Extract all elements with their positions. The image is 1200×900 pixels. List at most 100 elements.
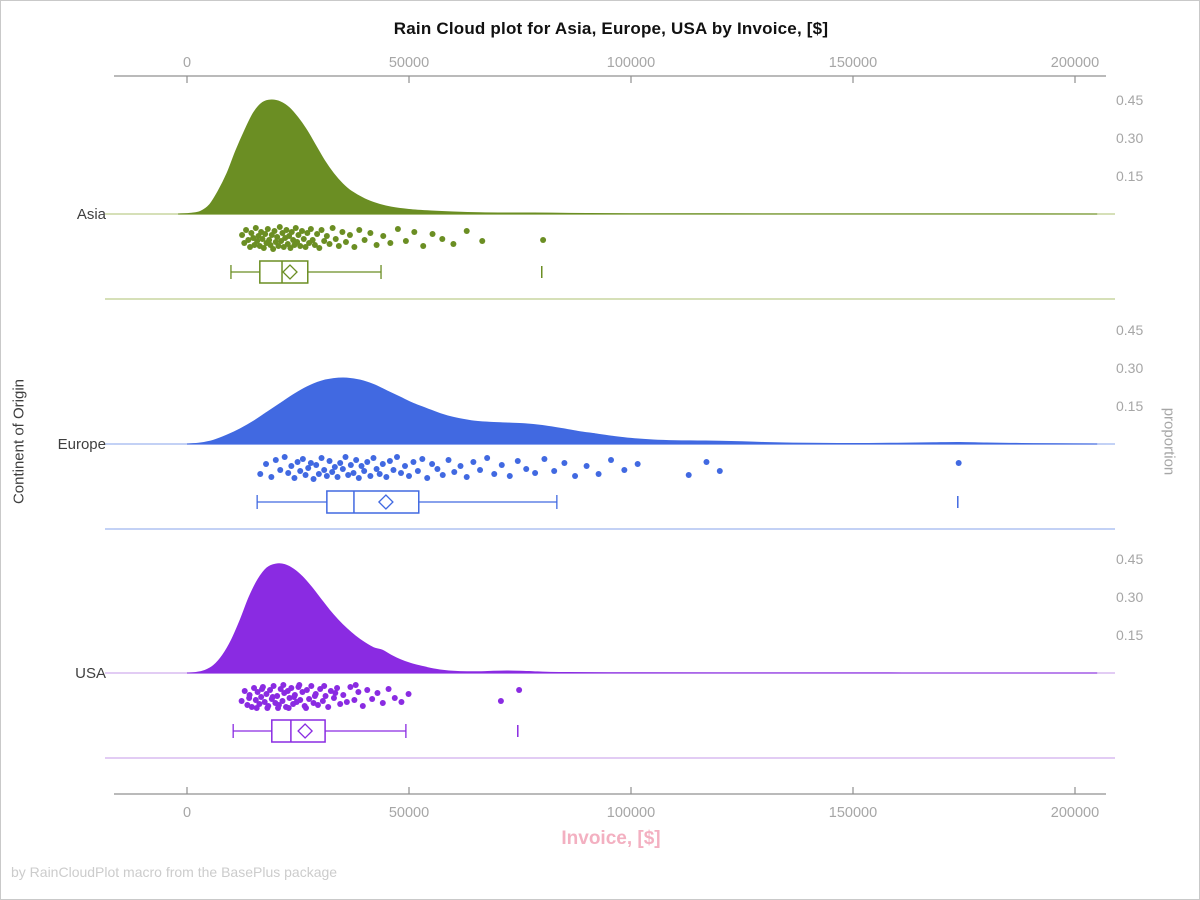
proportion-tick-label: 0.30: [1116, 360, 1143, 376]
rain-point: [296, 682, 303, 688]
rain-point: [312, 691, 319, 697]
rain-point: [340, 692, 347, 698]
category-label-usa: USA: [75, 665, 106, 682]
rain-point: [279, 698, 286, 704]
rain-point: [347, 684, 354, 690]
rain-point: [343, 699, 350, 705]
rain-point: [361, 468, 368, 474]
rain-point: [523, 466, 530, 472]
rain-point: [294, 459, 301, 465]
rain-point: [450, 241, 457, 247]
rain-point: [297, 697, 304, 703]
rain-point: [583, 463, 590, 469]
rain-point: [270, 246, 277, 252]
rain-point: [339, 466, 346, 472]
rain-point: [405, 691, 412, 697]
rain-point: [955, 460, 962, 466]
rain-point: [390, 467, 397, 473]
rain-point: [439, 472, 446, 478]
x-tick-label: 150000: [829, 805, 877, 821]
rain-point: [380, 233, 387, 239]
proportion-tick-label: 0.30: [1116, 130, 1143, 146]
rain-point: [359, 703, 366, 709]
rain-point: [298, 228, 305, 234]
rain-point: [685, 472, 692, 478]
rain-point: [406, 473, 412, 479]
rain-point: [331, 464, 338, 470]
rain-point: [419, 456, 426, 462]
rain-point: [373, 466, 380, 472]
rain-point: [318, 227, 325, 233]
rain-point: [334, 685, 341, 691]
rain-point: [335, 243, 342, 249]
rain-point: [309, 237, 316, 243]
rain-point: [445, 457, 452, 463]
rain-point: [259, 236, 266, 242]
rain-point: [329, 469, 336, 475]
rain-point: [337, 460, 344, 466]
rain-point: [411, 229, 418, 235]
rain-point: [463, 474, 470, 480]
rain-point: [257, 471, 264, 477]
rain-point: [291, 475, 298, 481]
proportion-tick-label: 0.45: [1116, 551, 1143, 567]
rain-point: [621, 467, 628, 473]
rain-point: [321, 238, 328, 244]
rain-point: [283, 227, 290, 233]
rain-point: [350, 470, 357, 476]
rain-point: [457, 463, 464, 469]
rain-point: [246, 692, 253, 698]
rain-point: [318, 455, 325, 461]
rain-point: [595, 471, 602, 477]
chart-title: Rain Cloud plot for Asia, Europe, USA by…: [393, 19, 829, 38]
rain-point: [316, 245, 323, 251]
rain-point: [369, 696, 376, 702]
proportion-tick-label: 0.30: [1116, 589, 1143, 605]
rain-point: [355, 689, 362, 695]
rain-point: [398, 470, 405, 476]
rain-point: [342, 239, 349, 245]
rain-point: [302, 705, 309, 711]
rain-point: [379, 461, 386, 467]
rain-point: [274, 693, 281, 699]
box-iqr: [326, 490, 420, 514]
rain-point: [330, 695, 337, 701]
rain-point: [265, 703, 272, 709]
mean-diamond: [297, 723, 314, 739]
rain-point: [275, 243, 282, 249]
x-axis-label: Invoice, [$]: [561, 828, 661, 849]
proportion-tick-label: 0.15: [1116, 627, 1143, 643]
rain-point: [329, 225, 336, 231]
rain-point: [361, 237, 368, 243]
rain-point: [314, 231, 321, 237]
rain-point: [424, 475, 431, 481]
rain-point: [364, 459, 371, 465]
x-tick-label: 100000: [607, 805, 655, 821]
rain-point: [326, 241, 333, 247]
rain-point: [434, 466, 441, 472]
rain-point: [272, 457, 279, 463]
rain-point: [325, 704, 332, 710]
rain-point: [364, 687, 371, 693]
density-cloud-usa: [186, 563, 1098, 674]
rain-point: [394, 454, 401, 460]
proportion-tick-label: 0.15: [1116, 168, 1143, 184]
rain-point: [414, 468, 421, 474]
x-tick-label: 0: [183, 55, 191, 71]
x-tick-label: 200000: [1051, 55, 1099, 71]
rain-point: [260, 245, 267, 251]
rain-point: [374, 690, 381, 696]
rain-point: [387, 240, 394, 246]
rain-point: [267, 687, 274, 693]
rain-point: [299, 456, 306, 462]
rain-point: [498, 462, 505, 468]
category-label-europe: Europe: [58, 436, 106, 453]
rain-point: [439, 236, 446, 242]
rain-point: [572, 473, 579, 479]
mean-diamond: [282, 264, 298, 280]
rain-point: [491, 471, 498, 477]
rain-point: [532, 470, 539, 476]
rain-point: [302, 244, 309, 250]
rain-point: [451, 469, 458, 475]
rain-point: [276, 224, 283, 230]
